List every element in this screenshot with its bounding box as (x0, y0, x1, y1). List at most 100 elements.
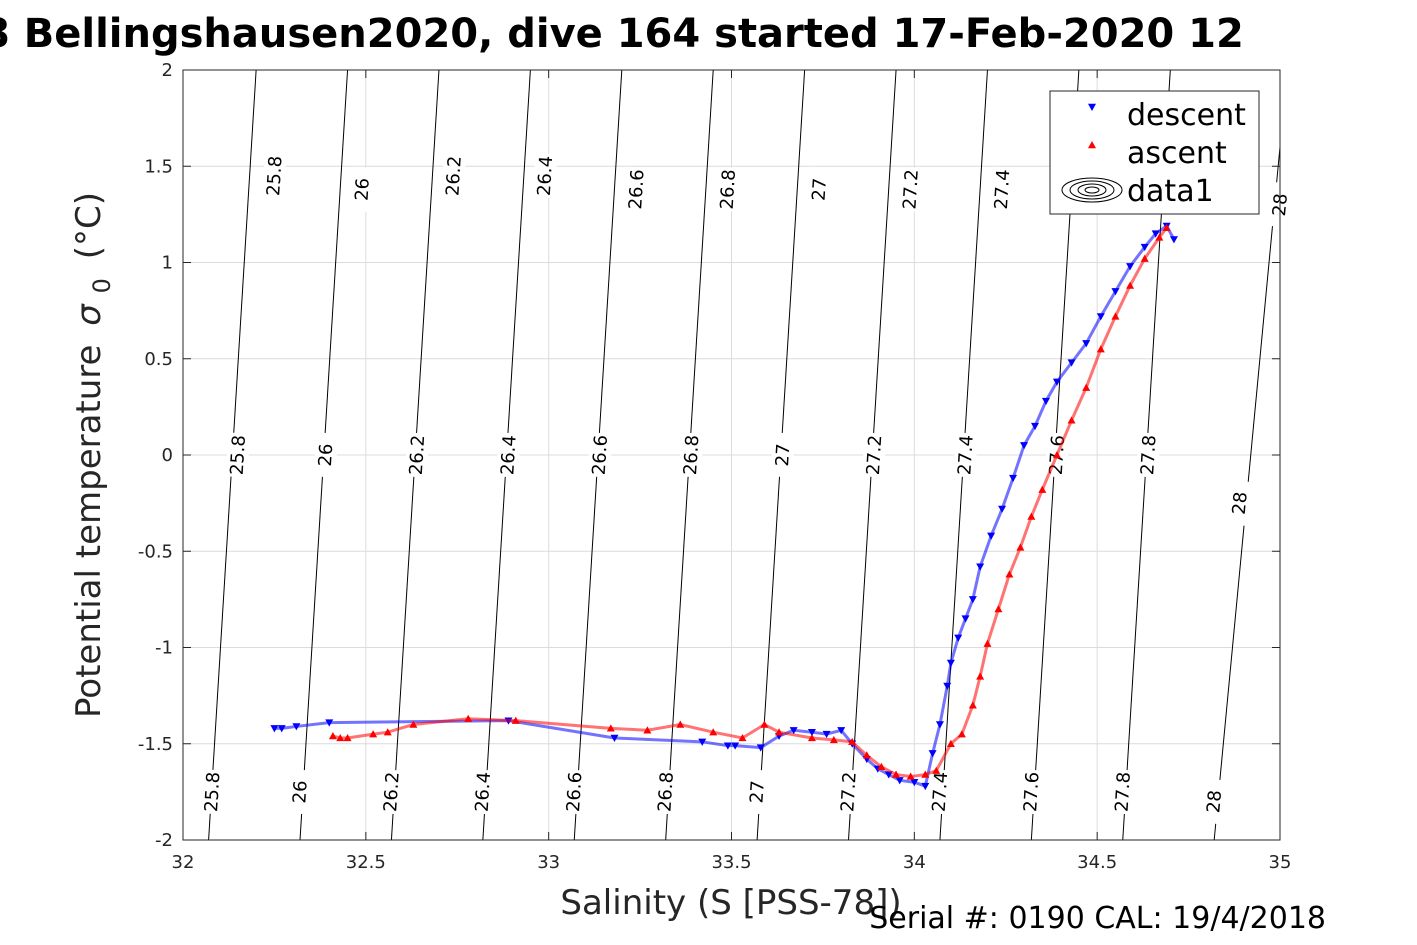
contour-label: 28 (1229, 491, 1252, 516)
contour-label-background (313, 432, 338, 478)
contour-label: 26.6 (625, 169, 648, 210)
contour-label-background (953, 432, 978, 478)
contour-label: 27.6 (1020, 771, 1043, 812)
contour-label-background (287, 769, 313, 815)
contour-label: 27.4 (929, 771, 952, 812)
contour-label: 26.8 (680, 434, 703, 475)
x-tick-label: 34 (903, 852, 926, 873)
chart-title: 8 Bellingshausen2020, dive 164 started 1… (0, 11, 1244, 57)
contour-label: 26.8 (717, 169, 740, 210)
contour-label-background (225, 432, 251, 478)
x-tick-label: 32 (172, 852, 195, 873)
contour-label: 26 (289, 780, 311, 804)
y-tick-label: 0.5 (144, 349, 173, 370)
contour-label: 27.2 (863, 434, 886, 475)
contour-label: 26 (315, 443, 337, 467)
y-tick-label: -0.5 (138, 541, 173, 562)
y-axis-label-text: Potential temperature (69, 345, 109, 718)
ascent-trace (332, 226, 1168, 778)
contour-label: 26.4 (534, 155, 557, 196)
y-tick-label: -1.5 (138, 734, 173, 755)
axis-ticks: 32 32.5 33 33.5 34 34.5 35 -2 -1.5 -1 -0.5 0 0.5 1 1.5… (138, 60, 1292, 873)
contour-label: 26.2 (442, 155, 465, 196)
contour-label: 28 (1203, 789, 1226, 814)
legend-ascent-marker (1088, 141, 1096, 149)
contour-label-background (561, 769, 587, 815)
contour-label-background (653, 769, 679, 815)
contour-label-background (898, 166, 924, 212)
legend-ascent-label: ascent (1127, 136, 1227, 171)
contour-label: 27.8 (1137, 434, 1160, 475)
contour-label: 26.4 (472, 771, 495, 812)
contour-label: 26 (351, 177, 373, 201)
contour-label: 26.4 (497, 434, 520, 475)
contour-label: 27.8 (1112, 771, 1135, 812)
y-tick-label: 1.5 (144, 156, 173, 177)
contour-label-background (470, 769, 496, 815)
y-tick-label: 0 (162, 445, 173, 466)
contour-label: 27.2 (837, 771, 860, 812)
contour-label-background (744, 769, 770, 815)
contour-label-background (1110, 769, 1136, 815)
y-tick-label: 1 (162, 253, 173, 274)
x-tick-label: 33 (537, 852, 560, 873)
legend-descent-marker (1088, 103, 1096, 111)
contour-label-background (496, 432, 521, 478)
contour-label: 25.8 (227, 434, 250, 475)
contour-label: 26.6 (563, 771, 586, 812)
contour-label-background (262, 153, 287, 199)
contour-label: 27.4 (991, 169, 1014, 210)
contour-label: 27.4 (954, 434, 977, 475)
x-tick-label: 33.5 (711, 852, 751, 873)
y-axis-label-subscript: 0 (88, 278, 116, 293)
contour-label-background (587, 432, 613, 478)
contour-label-background (927, 769, 953, 815)
contour-label-background (989, 166, 1015, 212)
x-tick-label: 32.5 (346, 852, 386, 873)
contour-label-background (678, 432, 704, 478)
contour-label: 26.6 (589, 434, 612, 475)
legend-box (1049, 90, 1260, 215)
contour-label-background (836, 769, 861, 815)
contour-label-background (861, 432, 887, 478)
contour-label-background (715, 166, 741, 212)
contour-label-background (349, 166, 375, 212)
y-tick-label: 2 (162, 60, 173, 81)
contour-label-background (404, 432, 430, 478)
x-axis-label: Salinity (S [PSS-78]) (560, 883, 901, 923)
y-axis-label: Potential temperature σ 0 (°C) (69, 192, 119, 718)
x-tick-label: 34.5 (1077, 852, 1117, 873)
svg-text:Potential temperature σ: Potential temperature σ 0 (°C) (69, 192, 119, 718)
y-tick-label: -1 (155, 638, 173, 659)
contour-label-background (532, 153, 558, 199)
descent-trace (274, 223, 1176, 789)
legend-descent-label: descent (1127, 98, 1246, 133)
legend-contour-icon (1061, 177, 1123, 203)
contour-label: 25.8 (201, 771, 224, 812)
contour-label: 27 (746, 780, 768, 804)
contour-label-background (199, 769, 225, 815)
contour-label-background (1226, 480, 1253, 527)
y-axis-label-unit: (°C) (69, 192, 109, 259)
contour-label: 26.2 (406, 434, 429, 475)
y-tick-label: -2 (155, 830, 173, 851)
contour-label-background (806, 166, 832, 212)
contour-label-background (379, 769, 404, 815)
data-points (270, 222, 1178, 791)
contour-label-background (1019, 769, 1044, 815)
contour-label-background (1201, 778, 1228, 825)
legend-data1-label: data1 (1127, 174, 1214, 209)
contour-label: 27 (772, 443, 794, 467)
contour-label: 27 (809, 177, 831, 201)
contour-label: 26.2 (380, 771, 403, 812)
contour-label-background (624, 166, 649, 212)
x-tick-label: 35 (1269, 852, 1292, 873)
serial-calibration-note: Serial #: 0190 CAL: 19/4/2018 (869, 901, 1326, 936)
contour-label: 26.8 (654, 771, 677, 812)
contour-label: 25.8 (263, 155, 286, 196)
contour-label-background (1136, 432, 1161, 478)
contour-label: 27.2 (899, 169, 922, 210)
y-axis-label-symbol: σ (69, 303, 109, 326)
